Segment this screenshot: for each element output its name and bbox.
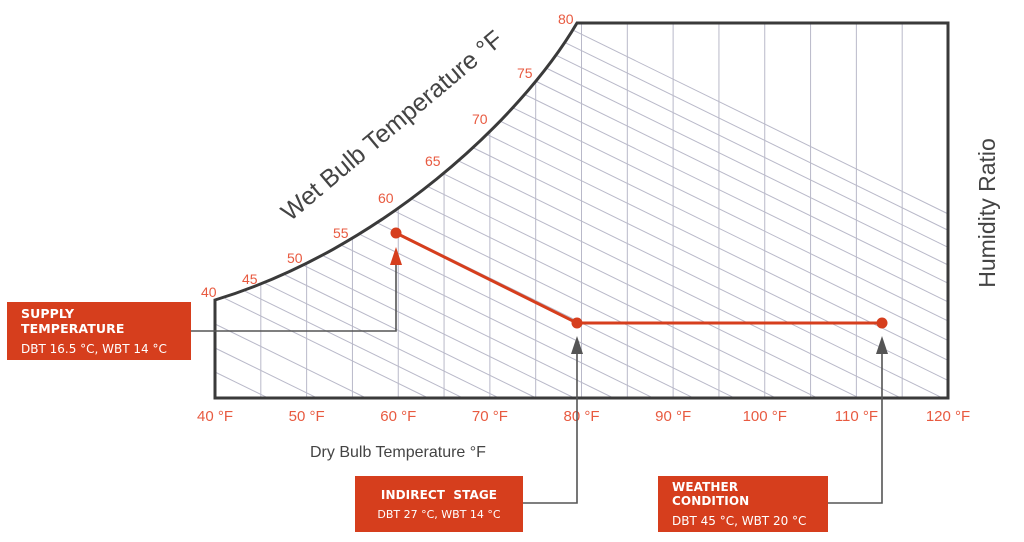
wet-bulb-gridline	[500, 121, 948, 341]
wet-bulb-gridline	[473, 147, 949, 381]
chart-outline	[213, 21, 950, 400]
wet-bulb-gridline	[573, 29, 948, 215]
wet-bulb-gridline	[214, 347, 318, 399]
dry-bulb-axis-label: Dry Bulb Temperature °F	[310, 444, 486, 461]
wet-bulb-gridline	[214, 323, 366, 398]
dry-bulb-tick-label: 60 °F	[380, 408, 416, 425]
wet-bulb-gridline	[525, 94, 948, 303]
callout-connectors	[191, 262, 883, 504]
weather-state-point	[876, 317, 888, 329]
humidity-ratio-label: Humidity Ratio	[974, 138, 1000, 288]
dry-bulb-tick-label: 40 °F	[197, 408, 233, 425]
wet-bulb-gridline	[245, 290, 462, 398]
dry-bulb-tick-label: 100 °F	[743, 408, 787, 425]
wet-bulb-gridline	[360, 234, 693, 398]
wet-bulb-gridline	[214, 371, 268, 398]
wet-bulb-gridline	[342, 245, 653, 398]
dry-bulb-tick-labels: 40 °F 50 °F 60 °F 70 °F 80 °F 90 °F 100 °F 110 …	[197, 408, 970, 425]
wet-bulb-tick-label: 65	[425, 153, 441, 169]
supply-state-point	[390, 227, 402, 239]
wet-bulb-tick-label: 75	[517, 65, 533, 81]
weather-condition-callout: WEATHER CONDITION DBT 45 °C, WBT 20 °C	[658, 476, 828, 532]
weather-callout-detail: DBT 45 °C, WBT 20 °C	[672, 514, 807, 528]
wet-bulb-tick-label: 40	[201, 284, 217, 300]
wet-bulb-tick-label: 70	[472, 111, 488, 127]
wet-bulb-gridline	[428, 186, 859, 399]
wet-bulb-tick-label: 80	[558, 11, 574, 27]
indirect-stage-callout: INDIRECT STAGE DBT 27 °C, WBT 14 °C	[355, 476, 523, 532]
wet-bulb-gridline	[459, 160, 942, 398]
supply-callout-detail: DBT 16.5 °C, WBT 14 °C	[21, 342, 167, 356]
wet-bulb-gridline	[536, 81, 947, 283]
wet-bulb-gridline	[323, 255, 612, 398]
dry-bulb-tick-label: 120 °F	[926, 408, 970, 425]
wet-bulb-gridline	[265, 283, 498, 398]
dry-bulb-tick-label: 70 °F	[472, 408, 508, 425]
dry-bulb-tick-label: 110 °F	[835, 408, 878, 425]
wet-bulb-gridlines	[214, 29, 949, 399]
supply-temperature-callout: SUPPLY TEMPERATURE DBT 16.5 °C, WBT 14 °…	[7, 302, 191, 360]
indirect-arrowhead	[571, 336, 583, 354]
wet-bulb-tick-labels: 40 45 50 55 60 65 70 75 80	[201, 11, 574, 300]
wet-bulb-tick-label: 45	[242, 271, 258, 287]
weather-arrowhead	[876, 336, 888, 354]
wet-bulb-gridline	[395, 211, 776, 399]
wet-bulb-tick-label: 55	[333, 225, 349, 241]
indirect-state-point	[571, 317, 583, 329]
supply-arrowhead	[390, 247, 402, 265]
process-line	[395, 231, 882, 325]
wet-bulb-gridline	[565, 42, 948, 231]
dry-bulb-gridlines	[260, 23, 903, 398]
indirect-callout-detail: DBT 27 °C, WBT 14 °C	[377, 507, 501, 521]
wet-bulb-tick-label: 50	[287, 250, 303, 266]
wet-bulb-gridline	[546, 68, 948, 265]
wet-bulb-gridline	[444, 173, 901, 399]
weather-callout-title: WEATHER CONDITION	[672, 480, 750, 508]
connector-arrowheads	[390, 247, 888, 354]
supply-callout-title: SUPPLY TEMPERATURE	[21, 306, 125, 336]
wet-bulb-tick-label: 60	[378, 190, 394, 206]
wet-bulb-gridline	[556, 55, 947, 248]
wet-bulb-gridline	[513, 107, 948, 322]
wet-bulb-gridline	[304, 265, 573, 398]
dry-bulb-tick-label: 90 °F	[655, 408, 691, 425]
dry-bulb-tick-label: 50 °F	[289, 408, 325, 425]
wet-bulb-gridline	[224, 297, 428, 398]
indirect-callout-title: INDIRECT STAGE	[380, 487, 498, 502]
wet-bulb-gridline	[284, 274, 536, 398]
dry-bulb-tick-label: 80 °F	[563, 408, 599, 425]
wet-bulb-gridline	[412, 198, 817, 398]
